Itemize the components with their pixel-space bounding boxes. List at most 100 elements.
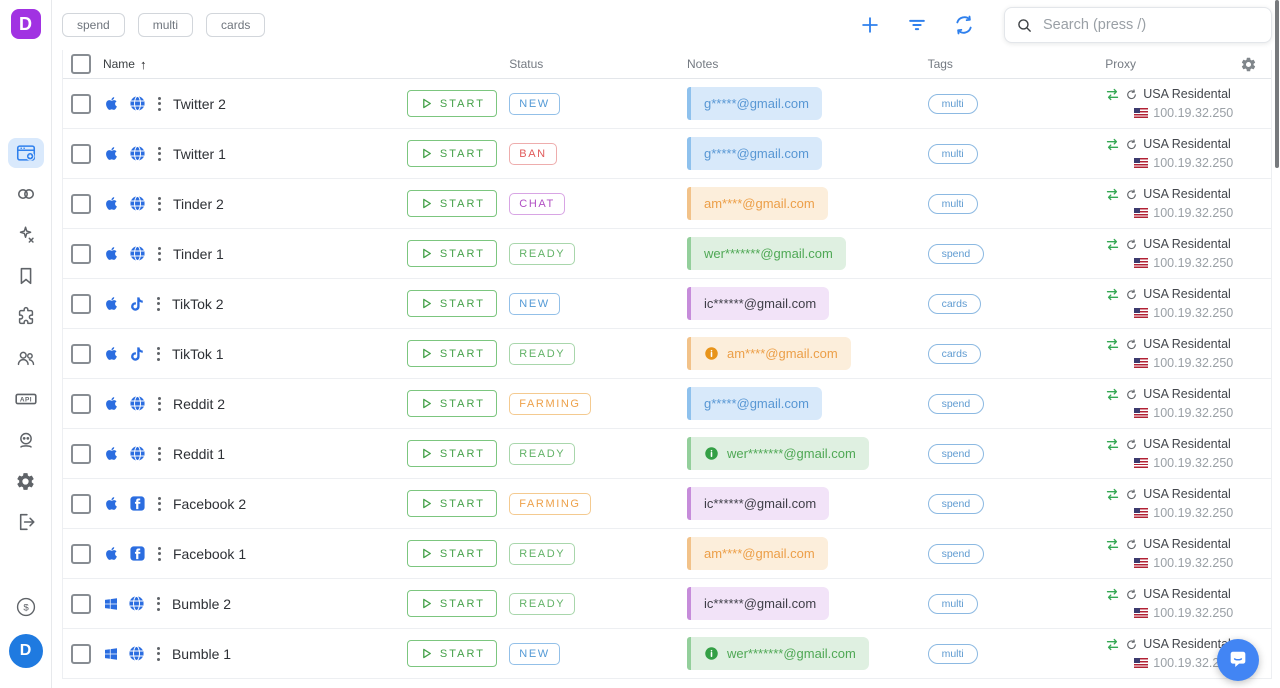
row-menu-kebab-icon[interactable] bbox=[155, 545, 164, 563]
note-chip[interactable]: am****@gmail.com bbox=[686, 337, 851, 370]
note-chip[interactable]: wer*******@gmail.com bbox=[686, 237, 846, 270]
status-badge[interactable]: READY bbox=[509, 542, 576, 565]
start-button[interactable]: START bbox=[407, 340, 498, 367]
profile-name[interactable]: Tinder 1 bbox=[172, 245, 224, 262]
status-badge[interactable]: READY bbox=[509, 442, 576, 465]
chat-widget-button[interactable] bbox=[1217, 639, 1259, 681]
tag-pill[interactable]: spend bbox=[927, 443, 985, 464]
start-button[interactable]: START bbox=[407, 390, 498, 417]
status-badge[interactable]: FARMING bbox=[509, 492, 591, 515]
note-chip[interactable]: ic******@gmail.com bbox=[686, 287, 830, 320]
row-checkbox[interactable] bbox=[71, 143, 91, 164]
column-settings-gear-icon[interactable] bbox=[1240, 56, 1257, 73]
billing-button[interactable]: $ bbox=[15, 596, 37, 618]
proxy-swap-icon[interactable] bbox=[1105, 387, 1120, 402]
profile-name[interactable]: Twitter 1 bbox=[172, 145, 226, 162]
window-scrollbar-thumb[interactable] bbox=[1275, 0, 1279, 168]
tag-pill[interactable]: multi bbox=[927, 93, 978, 114]
row-checkbox[interactable] bbox=[71, 543, 91, 564]
note-chip[interactable]: g*****@gmail.com bbox=[686, 87, 822, 120]
row-menu-kebab-icon[interactable] bbox=[155, 245, 164, 263]
row-checkbox[interactable] bbox=[71, 243, 91, 264]
proxy-refresh-icon[interactable] bbox=[1125, 388, 1138, 401]
proxy-swap-icon[interactable] bbox=[1105, 337, 1120, 352]
proxy-swap-icon[interactable] bbox=[1105, 87, 1120, 102]
proxy-swap-icon[interactable] bbox=[1105, 237, 1120, 252]
row-checkbox[interactable] bbox=[71, 343, 91, 364]
note-chip[interactable]: g*****@gmail.com bbox=[686, 137, 822, 170]
row-menu-kebab-icon[interactable] bbox=[155, 495, 164, 513]
row-menu-kebab-icon[interactable] bbox=[154, 645, 163, 663]
proxy-swap-icon[interactable] bbox=[1105, 487, 1120, 502]
start-button[interactable]: START bbox=[407, 90, 498, 117]
profile-name[interactable]: Reddit 2 bbox=[172, 395, 226, 412]
search-input[interactable] bbox=[1041, 16, 1260, 34]
proxy-refresh-icon[interactable] bbox=[1125, 188, 1138, 201]
start-button[interactable]: START bbox=[407, 190, 498, 217]
row-checkbox[interactable] bbox=[71, 443, 91, 464]
row-checkbox[interactable] bbox=[71, 643, 91, 664]
start-button[interactable]: START bbox=[407, 490, 498, 517]
status-badge[interactable]: NEW bbox=[509, 92, 560, 115]
profile-name[interactable]: Reddit 1 bbox=[172, 445, 226, 462]
start-button[interactable]: START bbox=[407, 240, 498, 267]
profile-name[interactable]: Tinder 2 bbox=[172, 195, 224, 212]
tag-pill[interactable]: spend bbox=[927, 493, 985, 514]
status-badge[interactable]: CHAT bbox=[509, 192, 565, 215]
profile-name[interactable]: Bumble 1 bbox=[171, 645, 232, 662]
select-all-checkbox[interactable] bbox=[71, 54, 91, 74]
note-chip[interactable]: am****@gmail.com bbox=[686, 187, 828, 220]
sidebar-item-bookmarks[interactable] bbox=[8, 261, 44, 291]
sidebar-item-settings[interactable] bbox=[8, 466, 44, 496]
proxy-refresh-icon[interactable] bbox=[1125, 638, 1138, 651]
row-menu-kebab-icon[interactable] bbox=[155, 395, 164, 413]
note-chip[interactable]: ic******@gmail.com bbox=[686, 487, 830, 520]
sidebar-item-logout[interactable] bbox=[8, 507, 44, 537]
start-button[interactable]: START bbox=[407, 440, 498, 467]
row-menu-kebab-icon[interactable] bbox=[155, 445, 164, 463]
start-button[interactable]: START bbox=[407, 640, 498, 667]
row-checkbox[interactable] bbox=[71, 193, 91, 214]
row-checkbox[interactable] bbox=[71, 393, 91, 414]
profile-name[interactable]: Twitter 2 bbox=[172, 95, 226, 112]
status-badge[interactable]: NEW bbox=[509, 292, 560, 315]
add-profile-button[interactable] bbox=[859, 14, 881, 36]
note-chip[interactable]: wer*******@gmail.com bbox=[686, 437, 869, 470]
tag-pill[interactable]: multi bbox=[927, 643, 978, 664]
note-chip[interactable]: ic******@gmail.com bbox=[686, 587, 830, 620]
profile-name[interactable]: TikTok 1 bbox=[171, 345, 224, 362]
sidebar-item-extensions[interactable] bbox=[8, 302, 44, 332]
row-menu-kebab-icon[interactable] bbox=[155, 145, 164, 163]
row-menu-kebab-icon[interactable] bbox=[155, 95, 164, 113]
note-chip[interactable]: wer*******@gmail.com bbox=[686, 637, 869, 670]
filter-button[interactable] bbox=[906, 14, 928, 36]
proxy-refresh-icon[interactable] bbox=[1125, 438, 1138, 451]
proxy-refresh-icon[interactable] bbox=[1125, 238, 1138, 251]
proxy-swap-icon[interactable] bbox=[1105, 537, 1120, 552]
sidebar-item-proxy[interactable] bbox=[8, 179, 44, 209]
row-menu-kebab-icon[interactable] bbox=[154, 345, 163, 363]
app-logo[interactable]: D bbox=[10, 9, 41, 39]
status-badge[interactable]: NEW bbox=[509, 642, 560, 665]
chip-cards[interactable]: cards bbox=[206, 13, 266, 37]
status-badge[interactable]: BAN bbox=[509, 142, 557, 165]
chip-spend[interactable]: spend bbox=[62, 13, 125, 37]
sidebar-item-automation[interactable] bbox=[8, 220, 44, 250]
tag-pill[interactable]: cards bbox=[927, 343, 982, 364]
sidebar-item-team[interactable] bbox=[8, 343, 44, 373]
proxy-refresh-icon[interactable] bbox=[1125, 138, 1138, 151]
row-menu-kebab-icon[interactable] bbox=[154, 295, 163, 313]
proxy-refresh-icon[interactable] bbox=[1125, 288, 1138, 301]
profile-name[interactable]: Bumble 2 bbox=[171, 595, 232, 612]
profile-name[interactable]: Facebook 2 bbox=[172, 495, 247, 512]
proxy-refresh-icon[interactable] bbox=[1125, 488, 1138, 501]
proxy-swap-icon[interactable] bbox=[1105, 637, 1120, 652]
tag-pill[interactable]: cards bbox=[927, 293, 982, 314]
status-badge[interactable]: READY bbox=[509, 342, 576, 365]
proxy-swap-icon[interactable] bbox=[1105, 187, 1120, 202]
note-chip[interactable]: am****@gmail.com bbox=[686, 537, 828, 570]
row-menu-kebab-icon[interactable] bbox=[154, 595, 163, 613]
tag-pill[interactable]: multi bbox=[927, 143, 978, 164]
row-checkbox[interactable] bbox=[71, 293, 91, 314]
tag-pill[interactable]: spend bbox=[927, 543, 985, 564]
